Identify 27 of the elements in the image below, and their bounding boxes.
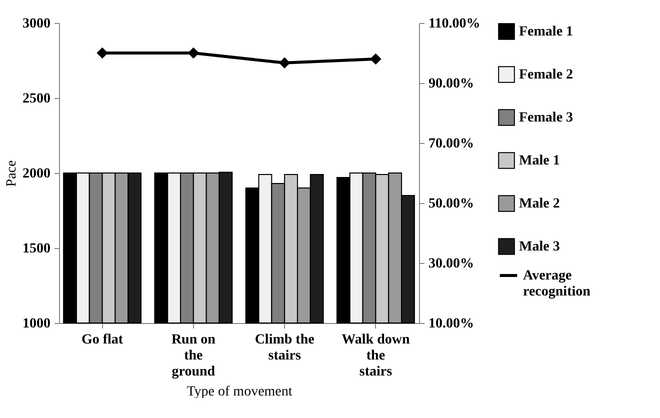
legend-label: Female 2: [519, 68, 574, 82]
y2-tick-label: 90.00%: [428, 76, 474, 92]
point: [370, 54, 381, 64]
point: [188, 48, 199, 58]
x-tick-label: Climb the stairs: [254, 332, 314, 364]
y-tick-label: 1500: [22, 242, 50, 256]
x-tick-label: Go flat: [81, 332, 124, 348]
point: [97, 48, 108, 58]
legend-label: Male 2: [519, 196, 560, 212]
y-tick-label: 3000: [22, 16, 50, 32]
legend-label: Male 3: [519, 240, 560, 254]
y-tick-label: 1000: [22, 316, 50, 332]
y2-tick-label: 70.00%: [428, 136, 474, 152]
y2-tick-label: 10.00%: [428, 316, 474, 332]
y-tick-label: 2000: [22, 166, 50, 182]
legend-label: Female 3: [519, 110, 574, 126]
legend-label: Average recognition: [523, 268, 591, 300]
point: [279, 58, 290, 68]
x-tick-label: Walk down the stairs: [342, 332, 410, 380]
y2-tick-label: 30.00%: [428, 256, 474, 272]
legend-label: Female 1: [519, 24, 574, 40]
legend-label: Male 1: [519, 154, 560, 168]
y2-tick-label: 50.00%: [428, 196, 474, 212]
y2-tick-label: 110.00%: [428, 16, 480, 32]
y-tick-label: 2500: [22, 92, 50, 106]
y-axis-title: Pace: [4, 160, 20, 187]
x-tick-label: Run on the ground: [171, 332, 216, 380]
